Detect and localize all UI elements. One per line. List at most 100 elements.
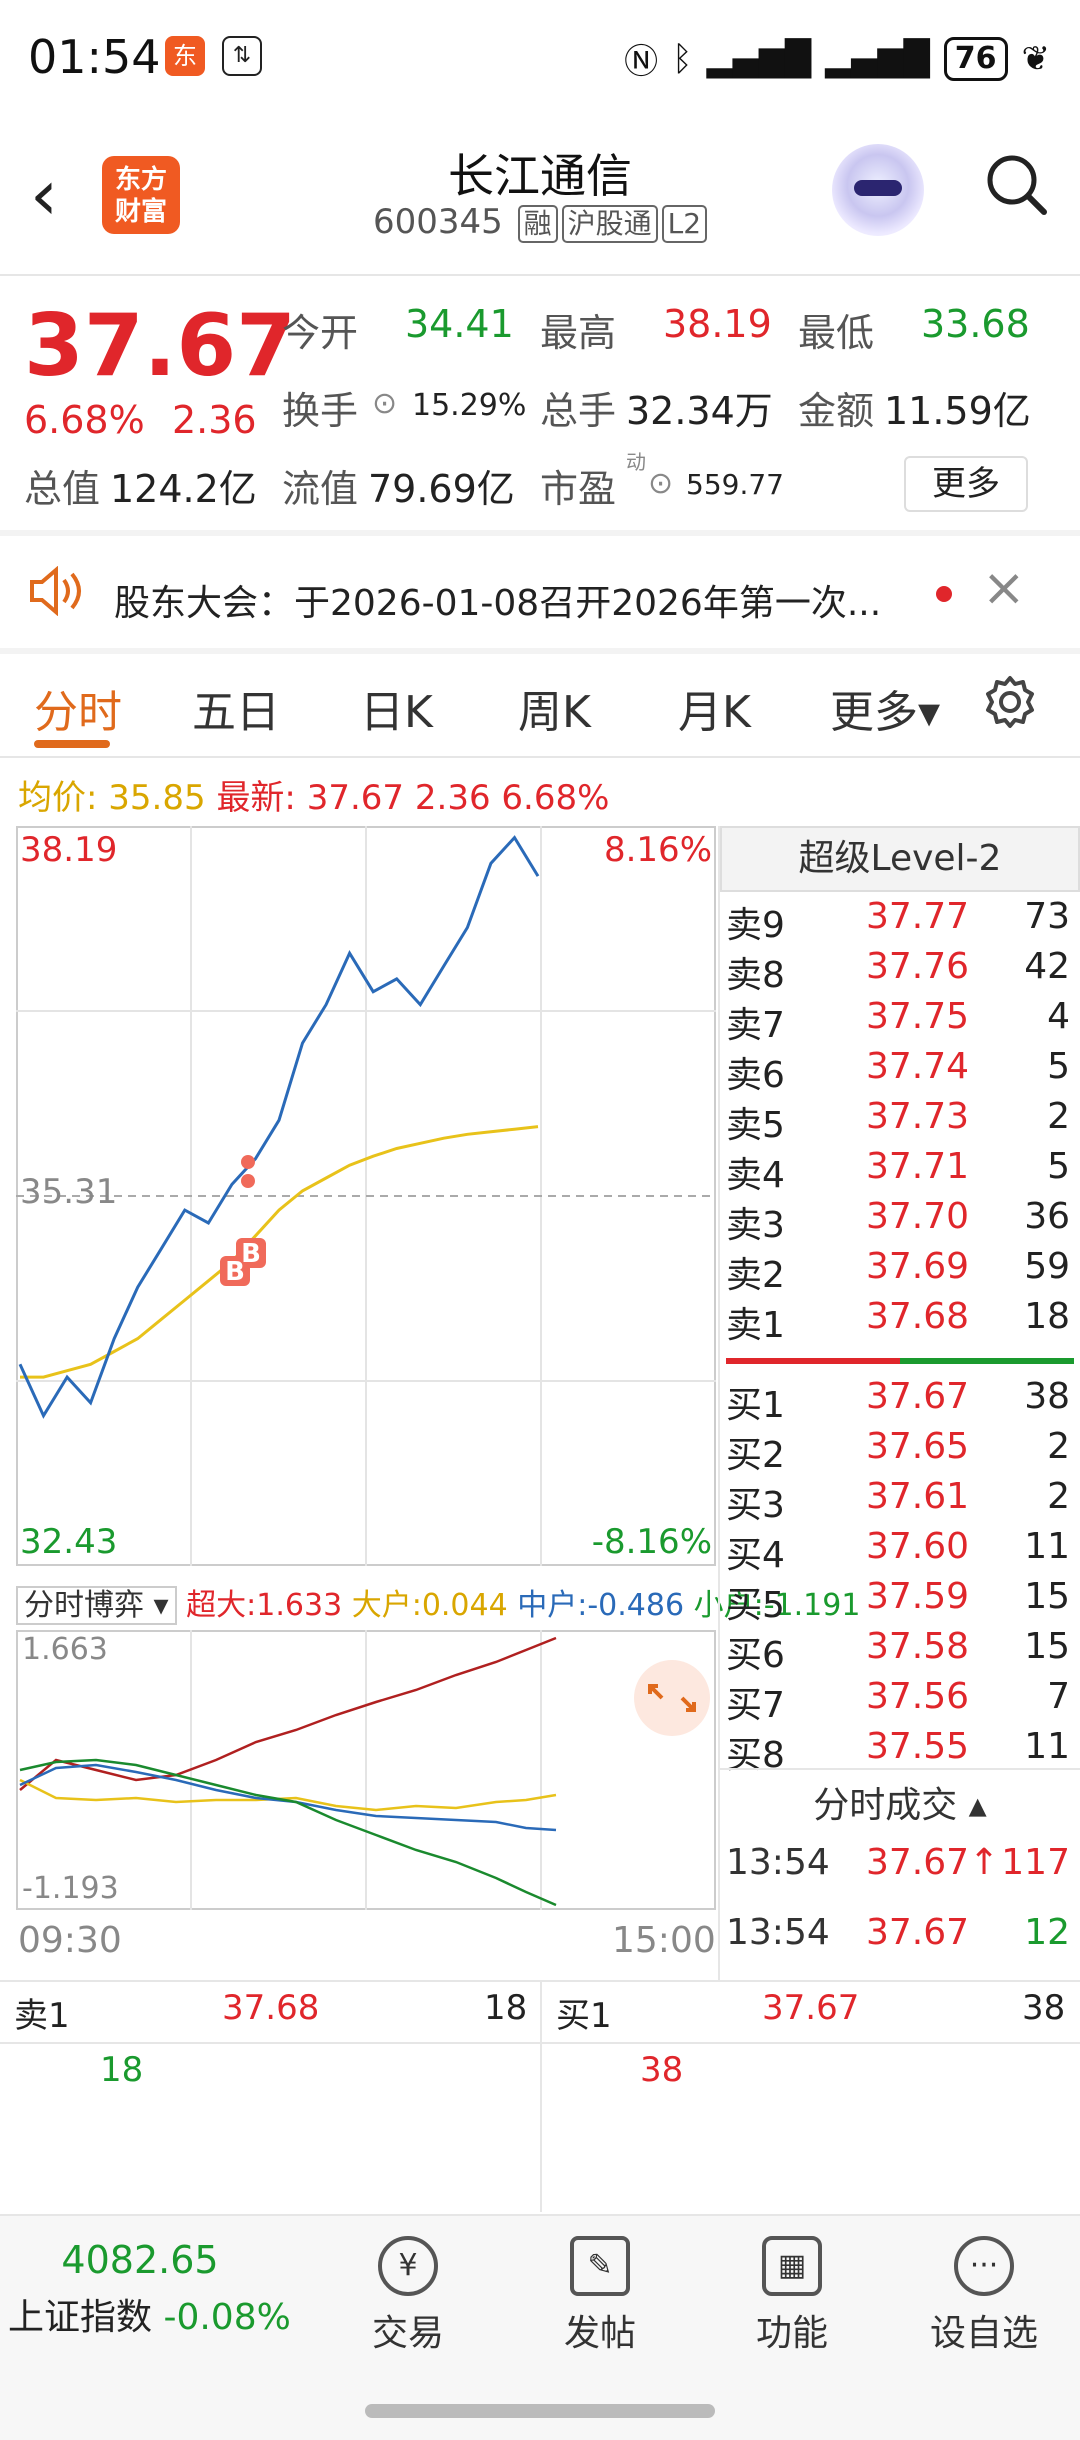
bid-row[interactable]: 买1 37.67 38 [726, 1376, 1076, 1426]
bid-label: 买7 [726, 1685, 785, 1726]
bid-price: 37.61 [866, 1476, 970, 1517]
unread-dot [936, 586, 952, 602]
bid-row[interactable]: 买2 37.65 2 [726, 1426, 1076, 1476]
trade-label: 13:54 [726, 1912, 830, 1953]
bid-label: 买4 [726, 1535, 785, 1576]
level2-title[interactable]: 超级Level-2 [720, 826, 1080, 892]
nav-functions[interactable]: ▦ 功能 [722, 2236, 862, 2356]
ask-volume: 5 [1047, 1146, 1070, 1187]
back-icon[interactable]: ‹ [30, 154, 58, 236]
turnover-value: 15.29% [412, 388, 527, 423]
info-icon[interactable]: ⊙ [372, 386, 398, 421]
nav-watchlist-label: 设自选 [929, 2313, 1038, 2354]
high-value: 38.19 [663, 302, 772, 346]
divider [0, 2042, 1080, 2044]
pe-info-icon[interactable]: ⊙ [648, 466, 674, 501]
trades-title[interactable]: 分时成交 ▴ [813, 1785, 987, 1826]
expand-icon[interactable] [648, 1684, 696, 1712]
nav-trade[interactable]: ¥ 交易 [338, 2236, 478, 2356]
home-indicator[interactable] [365, 2404, 715, 2418]
large-label: 大户: [351, 1588, 422, 1623]
ask-volume: 73 [1024, 896, 1070, 937]
notice-bar[interactable]: 股东大会：于2026-01-08召开2026年第一次... × [0, 536, 1080, 646]
flow-min-label: -1.193 [22, 1871, 119, 1906]
ask-label: 卖3 [726, 1205, 785, 1246]
intraday-chart-svg: B B [16, 826, 716, 1566]
bottom-orderbook: 卖1 37.68 18 买1 37.67 38 18 38 [0, 1980, 1080, 2212]
buy-marker[interactable] [236, 1238, 266, 1268]
bid-row[interactable]: 买6 37.58 15 [726, 1626, 1076, 1676]
app-logo[interactable]: 东方 财富 [102, 156, 180, 234]
trade-row[interactable]: 13:54 37.67 12 [726, 1912, 1076, 1962]
tab-more[interactable]: 更多▾ [830, 687, 941, 738]
nfc-icon: Ⓝ [624, 42, 659, 82]
ask-row[interactable]: 卖1 37.68 18 [726, 1296, 1076, 1346]
bid-price: 37.55 [866, 1726, 970, 1767]
bid-ask-divider [726, 1358, 1074, 1364]
tab-intraday[interactable]: 分时 [34, 687, 122, 738]
stock-code: 600345 [372, 202, 503, 242]
bid-row[interactable]: 买7 37.56 7 [726, 1676, 1076, 1726]
ask-row[interactable]: 卖2 37.69 59 [726, 1246, 1076, 1296]
bid-row[interactable]: 买3 37.61 2 [726, 1476, 1076, 1526]
search-icon[interactable] [984, 152, 1050, 218]
tab-monthly[interactable]: 月K [678, 687, 751, 738]
status-bar: 01:54 东 ⇅ Ⓝ ᛒ ▂▄▆█ ▂▄▆█ 76 ❦ [0, 0, 1080, 120]
bluetooth-icon: ᛒ [672, 38, 693, 79]
expand-button-bg[interactable] [634, 1660, 710, 1736]
index-pct: -0.08% [163, 2297, 291, 2338]
subchart-select[interactable]: 分时博弈 ▾ [16, 1586, 177, 1625]
bid-row[interactable]: 买5 37.59 15 [726, 1576, 1076, 1626]
tab-daily[interactable]: 日K [360, 687, 433, 738]
float-label: 流值 [282, 467, 359, 511]
ask-label: 卖4 [726, 1155, 785, 1196]
ask-row[interactable]: 卖8 37.76 42 [726, 946, 1076, 996]
ask1-detail: 18 [100, 2050, 144, 2090]
ask-row[interactable]: 卖5 37.73 2 [726, 1096, 1076, 1146]
bid-price: 37.67 [866, 1376, 970, 1417]
ask-label: 卖6 [726, 1055, 785, 1096]
settings-gear-icon[interactable] [982, 674, 1038, 730]
capital-flow-chart[interactable]: 1.663 -1.193 [16, 1630, 716, 1910]
close-icon[interactable]: × [982, 558, 1026, 618]
price-min-label: 32.43 [20, 1522, 118, 1562]
bid1-price: 37.67 [762, 1988, 860, 2028]
nav-watchlist[interactable]: ··· 设自选 [914, 2236, 1054, 2356]
index-widget[interactable]: 4082.65 上证指数 -0.08% [0, 2238, 300, 2340]
ask-row[interactable]: 卖9 37.77 73 [726, 896, 1076, 946]
ask-row[interactable]: 卖6 37.74 5 [726, 1046, 1076, 1096]
quote-panel: 37.67 6.68% 2.36 今开 34.41 最高 38.19 最低 33… [0, 276, 1080, 526]
mid-label: 中户: [517, 1588, 588, 1623]
ask-row[interactable]: 卖4 37.71 5 [726, 1146, 1076, 1196]
divider [718, 826, 720, 1980]
bid-volume: 38 [1024, 1376, 1070, 1417]
tab-5day[interactable]: 五日 [192, 687, 280, 738]
ask-row[interactable]: 卖7 37.75 4 [726, 996, 1076, 1046]
tag-l2: L2 [661, 205, 708, 243]
divider [0, 274, 1080, 276]
latest-label: 最新: [216, 778, 296, 818]
small-label: 小户: [693, 1588, 764, 1623]
ask-price: 37.71 [866, 1146, 970, 1187]
trade-row[interactable]: 13:54 37.67↑ 117 [726, 1842, 1076, 1892]
latest-pct: 6.68% [501, 778, 610, 818]
intraday-chart[interactable]: B B 38.19 8.16% 35.31 32.43 -8.16% [16, 826, 716, 1566]
bid-volume: 15 [1024, 1576, 1070, 1617]
ask-row[interactable]: 卖3 37.70 36 [726, 1196, 1076, 1246]
small-value: -1.191 [763, 1588, 861, 1623]
nav-post[interactable]: ✎ 发帖 [530, 2236, 670, 2356]
assistant-avatar[interactable] [832, 144, 924, 236]
trade-point-marker [241, 1174, 255, 1188]
signal2-icon: ▂▄▆█ [825, 38, 930, 79]
tab-weekly[interactable]: 周K [518, 687, 591, 738]
ask-price: 37.70 [866, 1196, 970, 1237]
more-button[interactable]: 更多 [904, 456, 1028, 512]
bid-list: 买1 37.67 38 买2 37.65 2 买3 37.61 2 买4 37.60 11 买5 37.5… [720, 1376, 1080, 1776]
turnover-label: 换手 [282, 389, 359, 433]
bid-row[interactable]: 买4 37.60 11 [726, 1526, 1076, 1576]
speaker-icon [30, 566, 81, 616]
big-flow-line [19, 1636, 557, 1791]
time-start-label: 09:30 [18, 1920, 122, 1961]
low-label: 最低 [798, 311, 875, 355]
status-time: 01:54 [28, 30, 161, 84]
